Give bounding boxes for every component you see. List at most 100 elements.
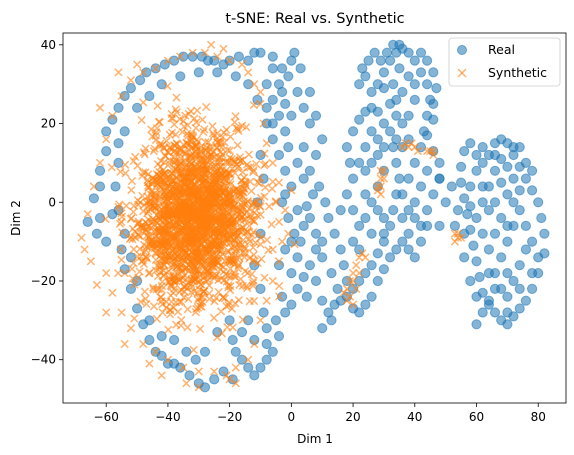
real-point	[261, 102, 272, 113]
synthetic-point	[189, 345, 198, 355]
real-point	[403, 228, 414, 239]
real-point	[310, 275, 322, 287]
real-point	[496, 212, 507, 224]
synthetic-point	[132, 60, 142, 69]
synthetic-point	[86, 257, 95, 266]
real-point	[286, 110, 297, 121]
real-point	[283, 142, 294, 153]
real-point	[320, 197, 331, 208]
real-point	[341, 142, 352, 153]
real-point	[304, 260, 315, 271]
real-point	[431, 83, 442, 94]
real-point	[403, 110, 414, 121]
real-point	[141, 67, 152, 78]
real-point	[477, 307, 488, 318]
synthetic-point	[158, 308, 167, 317]
real-point	[378, 264, 389, 275]
real-point	[292, 283, 303, 294]
real-point	[156, 331, 167, 342]
synthetic-point	[151, 64, 160, 73]
real-point	[175, 71, 186, 82]
real-point	[496, 177, 507, 188]
real-point	[199, 346, 211, 357]
synthetic-point	[352, 261, 361, 270]
real-point	[459, 146, 470, 157]
synthetic-point	[355, 268, 364, 278]
real-point	[113, 157, 124, 168]
synthetic-point	[237, 60, 247, 69]
synthetic-point	[120, 339, 129, 349]
synthetic-point	[116, 167, 125, 176]
real-point	[341, 189, 352, 200]
real-point	[409, 79, 420, 90]
real-point	[502, 161, 513, 172]
real-point	[317, 134, 328, 145]
synthetic-point	[83, 209, 92, 219]
synthetic-point	[164, 325, 173, 334]
synthetic-point	[342, 296, 352, 305]
real-point	[536, 212, 547, 224]
real-point	[88, 193, 100, 204]
real-point	[360, 71, 371, 82]
real-point	[283, 212, 294, 224]
legend-synthetic-label: Synthetic	[488, 65, 547, 80]
real-point	[230, 346, 241, 357]
real-point	[459, 193, 470, 204]
real-point	[280, 98, 291, 110]
real-point	[286, 268, 297, 279]
real-point	[385, 220, 396, 231]
synthetic-point	[206, 40, 216, 49]
real-point	[307, 189, 319, 200]
real-point	[94, 165, 106, 176]
real-point	[397, 236, 408, 247]
real-point	[310, 149, 322, 161]
synthetic-point	[77, 233, 86, 242]
real-point	[301, 201, 312, 212]
real-point	[317, 295, 328, 306]
synthetic-point	[376, 166, 385, 175]
real-series	[82, 39, 550, 393]
synthetic-point	[361, 253, 370, 262]
real-point	[502, 189, 513, 200]
real-point	[514, 205, 525, 216]
real-point	[326, 315, 337, 326]
synthetic-point	[256, 99, 265, 109]
real-point	[236, 354, 248, 365]
x-tick-label: 40	[407, 410, 422, 424]
synthetic-point	[373, 186, 382, 195]
real-point	[422, 205, 433, 216]
synthetic-point	[259, 119, 268, 128]
real-point	[304, 118, 315, 129]
real-point	[489, 228, 501, 239]
real-point	[255, 362, 266, 373]
real-point	[508, 197, 519, 208]
y-axis-label: Dim 2	[9, 200, 23, 236]
real-point	[292, 252, 303, 263]
real-point	[329, 228, 340, 239]
synthetic-point	[250, 80, 259, 89]
real-point	[489, 165, 501, 176]
synthetic-point	[108, 111, 117, 120]
real-point	[483, 299, 494, 310]
real-point	[338, 260, 349, 271]
real-point	[101, 146, 112, 157]
real-point	[304, 212, 315, 224]
real-point	[394, 63, 405, 74]
real-point	[391, 94, 402, 106]
real-point	[119, 90, 130, 102]
real-point	[378, 228, 389, 239]
real-point	[527, 185, 538, 196]
real-point	[132, 303, 143, 314]
synthetic-point	[137, 115, 146, 125]
real-point	[255, 283, 266, 294]
synthetic-point	[244, 68, 253, 77]
real-point	[243, 79, 254, 90]
real-point	[409, 212, 420, 224]
real-point	[465, 275, 476, 287]
real-point	[465, 138, 476, 149]
synthetic-point	[163, 355, 173, 364]
real-point	[520, 295, 532, 306]
real-point	[360, 299, 371, 310]
real-point	[310, 244, 322, 255]
